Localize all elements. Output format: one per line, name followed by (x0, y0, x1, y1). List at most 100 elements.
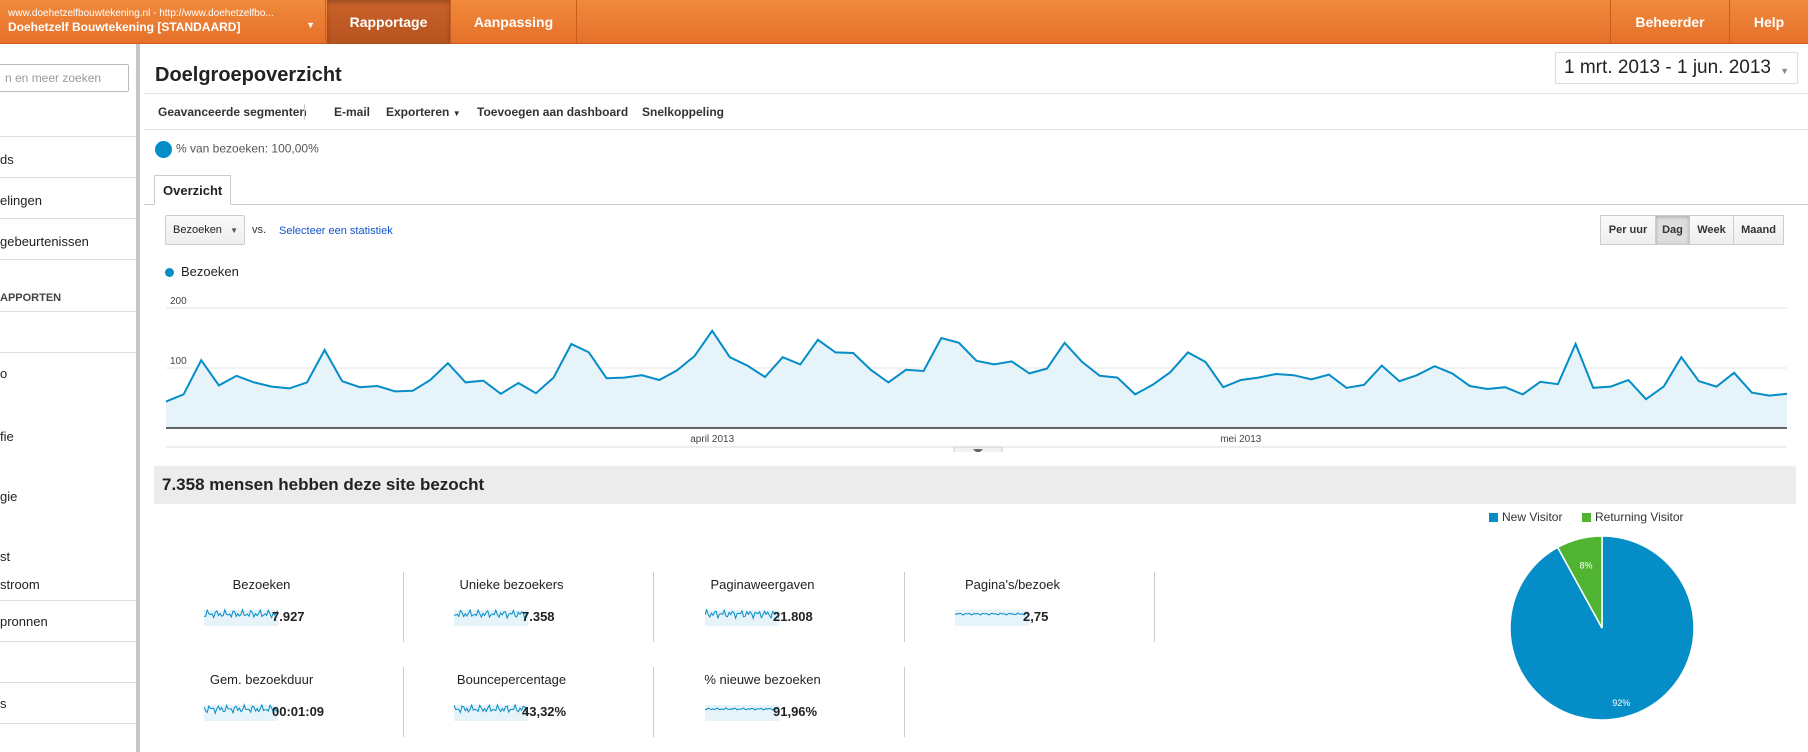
top-navigation-bar: www.doehetzelfbouwtekening.nl - http://w… (0, 0, 1808, 44)
divider (904, 667, 905, 737)
period-button-week[interactable]: Week (1689, 215, 1734, 245)
divider (0, 177, 136, 178)
visits-line-chart[interactable]: 100 200 april 2013 mei 2013 (144, 284, 1808, 452)
search-input[interactable]: n en meer zoeken (0, 64, 129, 92)
period-button-day[interactable]: Dag (1655, 215, 1690, 245)
tab-aanpassing[interactable]: Aanpassing (451, 0, 577, 44)
export-button[interactable]: Exporteren ▼ (386, 105, 461, 119)
sparkline (454, 608, 528, 626)
sidebar-item-2[interactable]: elingen (0, 193, 42, 208)
tab-overzicht[interactable]: Overzicht (154, 175, 232, 205)
divider (653, 667, 654, 737)
summary-headline-bar: 7.358 mensen hebben deze site bezocht (154, 466, 1796, 504)
sidebar-item-4[interactable]: o (0, 366, 8, 381)
sparkline-area (955, 610, 1029, 626)
divider (0, 218, 136, 219)
select-statistic-link[interactable]: Selecteer een statistiek (279, 225, 393, 237)
stat-value: 43,32% (522, 704, 567, 719)
sidebar-item-10[interactable]: s (0, 696, 7, 711)
stat-card[interactable]: Paginaweergaven 21.808 (655, 572, 905, 642)
sparkline (204, 703, 278, 721)
account-selector[interactable]: www.doehetzelfbouwtekening.nl - http://w… (0, 0, 326, 44)
stat-card[interactable]: Bezoeken 7.927 (154, 572, 404, 642)
tab-help[interactable]: Help (1753, 14, 1785, 30)
stat-value: 7.358 (522, 609, 555, 624)
divider (904, 572, 905, 642)
sparkline-area (705, 705, 779, 721)
pie-legend-returning-label: Returning Visitor (1595, 510, 1684, 524)
sidebar-item-7[interactable]: st (0, 549, 11, 564)
metric-select[interactable]: Bezoeken ▼ (165, 215, 245, 245)
sparkline-line (955, 612, 1029, 616)
chevron-down-icon: ▼ (1780, 66, 1789, 76)
y-tick-label: 200 (170, 296, 187, 307)
sidebar-item-1[interactable]: ds (0, 152, 14, 167)
divider (653, 572, 654, 642)
legend-dot (165, 268, 174, 278)
chevron-down-icon: ▼ (230, 226, 238, 235)
tab-rapportage[interactable]: Rapportage (327, 0, 451, 44)
sparkline (705, 608, 779, 626)
sparkline-line (454, 608, 528, 620)
stat-card[interactable]: Gem. bezoekduur 00:01:09 (154, 667, 404, 737)
divider (403, 667, 404, 737)
sparkline (204, 608, 278, 626)
stat-value: 91,96% (773, 704, 818, 719)
divider (403, 572, 404, 642)
sparkline (955, 610, 1029, 626)
date-range-picker[interactable]: 1 mrt. 2013 - 1 jun. 2013 ▼ (1554, 52, 1798, 84)
stat-label: Gem. bezoekduur (209, 672, 314, 687)
report-toolbar: Geavanceerde segmenten E-mail Exporteren… (144, 93, 1808, 130)
export-label: Exporteren (386, 105, 450, 119)
account-url: www.doehetzelfbouwtekening.nl - http://w… (8, 8, 274, 19)
sidebar-item-8[interactable]: stroom (0, 577, 40, 592)
legend-swatch (1489, 513, 1498, 523)
sparkline-line (204, 608, 278, 620)
stat-value: 00:01:09 (272, 704, 325, 719)
x-tick-label: april 2013 (690, 434, 734, 445)
pie-legend-new-label: New Visitor (1502, 510, 1563, 524)
page-title: Doelgroepoverzicht (155, 64, 342, 86)
sidebar-item-3[interactable]: gebeurtenissen (0, 234, 89, 249)
stat-card[interactable]: % nieuwe bezoeken 91,96% (655, 667, 905, 737)
advanced-segments-button[interactable]: Geavanceerde segmenten (158, 105, 307, 119)
divider (0, 682, 136, 683)
tab-beheerder[interactable]: Beheerder (1610, 0, 1730, 44)
sidebar-heading-reports: APPORTEN (0, 292, 62, 304)
legend-label: Bezoeken (181, 264, 239, 279)
divider (0, 259, 136, 260)
stat-label: Paginaweergaven (710, 577, 815, 592)
shortcut-button[interactable]: Snelkoppeling (642, 105, 725, 119)
stat-label: Pagina's/bezoek (965, 577, 1060, 592)
stat-value: 2,75 (1023, 609, 1049, 624)
sparkline-line (454, 703, 528, 715)
pie-slice-returning-visitor[interactable] (1556, 535, 1603, 629)
series-line-bezoeken (165, 329, 1788, 403)
sparkline (454, 703, 528, 721)
period-button-month[interactable]: Maand (1733, 215, 1784, 245)
stat-card[interactable]: Bouncepercentage 43,32% (404, 667, 654, 737)
stat-card[interactable]: Unieke bezoekers 7.358 (404, 572, 654, 642)
y-tick-label: 100 (170, 356, 187, 367)
period-button-hour[interactable]: Per uur (1600, 215, 1656, 245)
sidebar-item-6[interactable]: gie (0, 489, 18, 504)
stat-card[interactable]: Pagina's/bezoek 2,75 (905, 572, 1155, 642)
email-button[interactable]: E-mail (334, 105, 371, 119)
segment-label: % van bezoeken: 100,00% (176, 141, 319, 156)
sidebar-item-5[interactable]: fie (0, 429, 14, 444)
series-area (166, 330, 1787, 428)
pie-segment-icon (155, 141, 172, 158)
x-tick-label: mei 2013 (1220, 434, 1262, 445)
chart-legend: Bezoeken (165, 264, 239, 279)
add-to-dashboard-button[interactable]: Toevoegen aan dashboard (477, 105, 629, 119)
legend-swatch (1582, 513, 1591, 523)
date-range-text: 1 mrt. 2013 - 1 jun. 2013 (1563, 57, 1771, 78)
sidebar-item-9[interactable]: pronnen (0, 614, 48, 629)
divider (304, 104, 305, 120)
metric-select-value: Bezoeken (173, 224, 222, 236)
stat-label: % nieuwe bezoeken (704, 672, 821, 687)
visitor-type-pie-chart[interactable]: 92% 8% (1502, 530, 1702, 730)
divider (1154, 572, 1155, 642)
stat-label: Bezoeken (232, 577, 291, 592)
segment-indicator[interactable]: % van bezoeken: 100,00% (155, 141, 319, 158)
